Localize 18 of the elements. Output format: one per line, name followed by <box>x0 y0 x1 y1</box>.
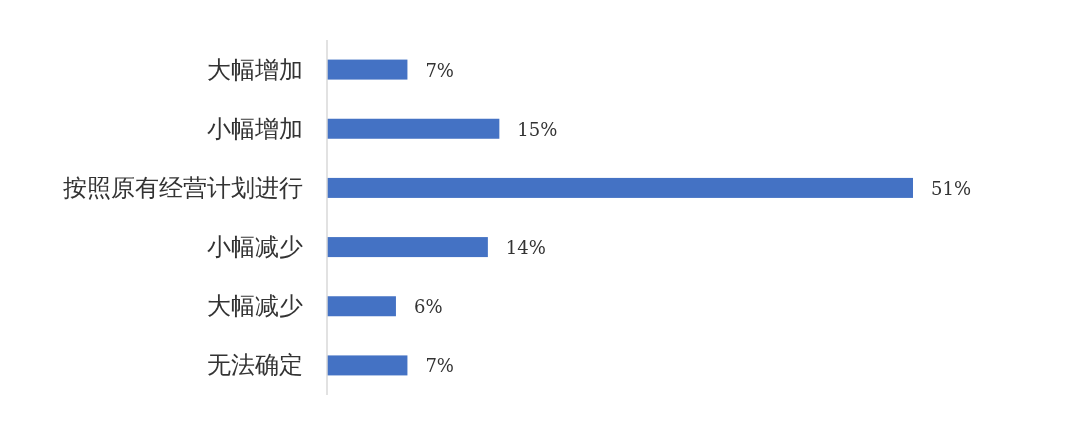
bar <box>327 237 488 258</box>
data-label: 14% <box>505 237 546 259</box>
y-tick-label: 小幅减少 <box>207 233 303 262</box>
data-label: 51% <box>931 177 972 199</box>
bar <box>327 355 408 376</box>
data-label: 7% <box>425 355 454 377</box>
y-tick-label: 大幅增加 <box>207 55 303 84</box>
bar <box>327 296 396 317</box>
data-label: 15% <box>517 118 558 140</box>
y-tick-label: 无法确定 <box>207 351 303 380</box>
bar <box>327 118 500 139</box>
bar <box>327 177 913 198</box>
y-tick-label: 按照原有经营计划进行 <box>63 173 303 202</box>
data-label: 6% <box>413 296 443 318</box>
y-tick-label: 小幅增加 <box>207 114 303 143</box>
bar <box>327 59 408 80</box>
data-label: 7% <box>425 59 454 81</box>
y-tick-label: 大幅减少 <box>207 292 303 321</box>
